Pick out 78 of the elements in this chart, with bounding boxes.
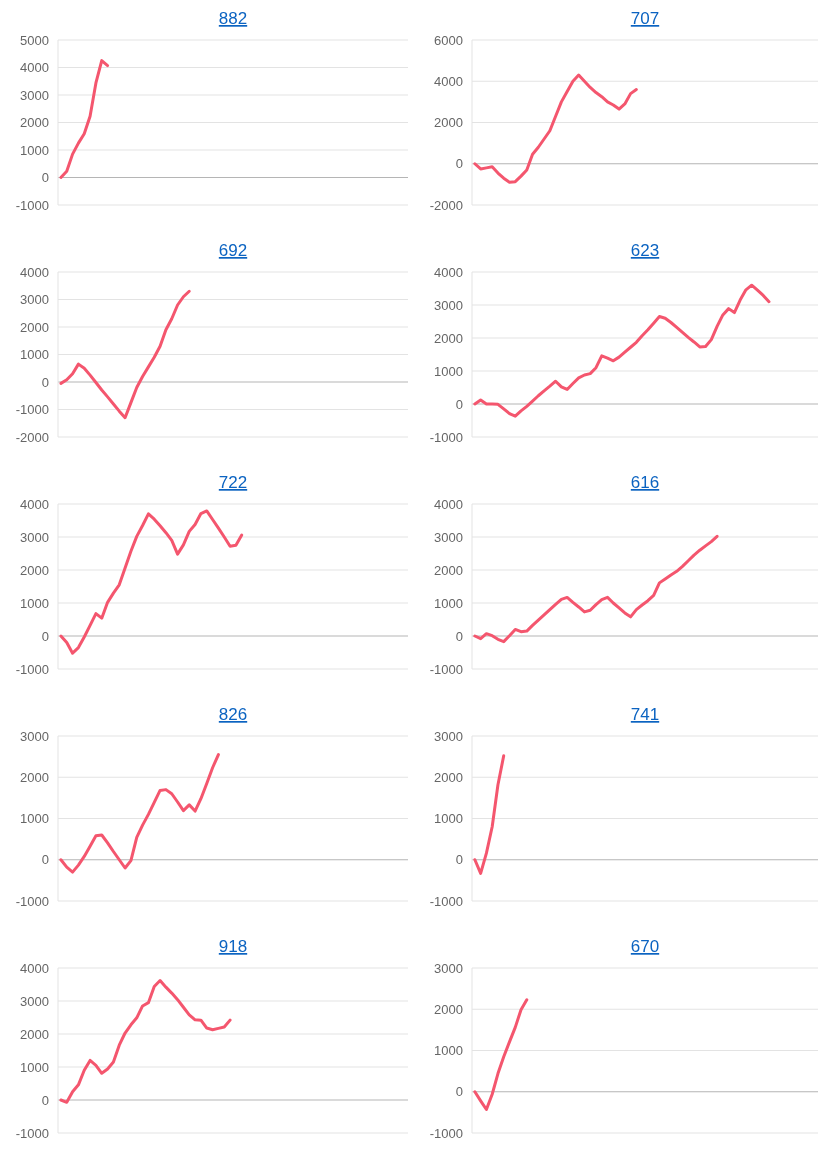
y-tick-label: 4000	[20, 264, 49, 280]
y-tick-label: 1000	[434, 595, 463, 611]
line-series	[473, 754, 506, 875]
y-tick-label: 2000	[20, 1026, 49, 1042]
chart-title: 882	[218, 9, 248, 28]
y-tick-label: -1000	[429, 1125, 463, 1141]
y-tick-label: 0	[455, 396, 463, 412]
line-series	[59, 979, 232, 1104]
y-tick-label: -1000	[15, 893, 49, 909]
y-tick-label: 1000	[434, 1043, 463, 1059]
line-series	[473, 534, 719, 644]
chart-title: 918	[218, 937, 248, 956]
y-tick-label: 4000	[20, 960, 49, 976]
y-tick-label: 1000	[434, 811, 463, 827]
y-tick-label: -1000	[15, 661, 49, 677]
y-tick-label: 2000	[20, 115, 49, 131]
y-tick-label: 1000	[434, 363, 463, 379]
y-tick-label: -2000	[15, 429, 49, 445]
y-tick-label: 3000	[20, 993, 49, 1009]
y-tick-label: 0	[41, 628, 49, 644]
y-tick-label: 3000	[434, 529, 463, 545]
y-tick-label: 3000	[20, 529, 49, 545]
y-tick-label: -1000	[429, 661, 463, 677]
y-tick-label: -1000	[15, 1125, 49, 1141]
y-tick-label: 0	[41, 1092, 49, 1108]
chart-title: 722	[218, 473, 248, 492]
y-tick-label: 2000	[434, 562, 463, 578]
y-tick-label: 1000	[20, 142, 49, 158]
y-tick-label: 1000	[20, 811, 49, 827]
y-tick-label: 0	[41, 852, 49, 868]
y-tick-label: 0	[455, 628, 463, 644]
y-tick-label: 5000	[20, 32, 49, 48]
y-tick-label: 1000	[20, 595, 49, 611]
chart-title: 707	[630, 9, 660, 28]
y-tick-label: 4000	[434, 496, 463, 512]
y-tick-label: 3000	[434, 297, 463, 313]
y-tick-label: 2000	[20, 319, 49, 335]
chart-title: 692	[218, 241, 248, 260]
chart-title: 670	[630, 937, 660, 956]
y-tick-label: 4000	[434, 264, 463, 280]
y-tick-label: 6000	[434, 32, 463, 48]
y-tick-label: 2000	[20, 562, 49, 578]
y-tick-label: 0	[455, 852, 463, 868]
line-series	[473, 73, 638, 184]
line-series	[473, 283, 771, 418]
y-tick-label: 4000	[20, 496, 49, 512]
line-series	[473, 998, 529, 1111]
y-tick-label: 4000	[20, 60, 49, 76]
y-tick-label: 0	[455, 1084, 463, 1100]
y-tick-label: -1000	[15, 197, 49, 213]
y-tick-label: 4000	[434, 73, 463, 89]
y-tick-label: 3000	[20, 728, 49, 744]
line-series	[59, 753, 220, 874]
y-tick-label: 1000	[20, 347, 49, 363]
y-tick-label: 2000	[434, 330, 463, 346]
y-tick-label: 3000	[434, 728, 463, 744]
chart-title: 741	[630, 705, 660, 724]
y-tick-label: 0	[41, 374, 49, 390]
chart-title: 826	[218, 705, 248, 724]
y-tick-label: 3000	[434, 960, 463, 976]
y-tick-label: 0	[41, 170, 49, 186]
line-series	[59, 509, 244, 655]
y-tick-label: 3000	[20, 87, 49, 103]
y-tick-label: 1000	[20, 1059, 49, 1075]
chart-title: 616	[630, 473, 660, 492]
y-tick-label: 3000	[20, 292, 49, 308]
y-tick-label: -1000	[15, 402, 49, 418]
y-tick-label: -1000	[429, 429, 463, 445]
y-tick-label: 2000	[434, 1001, 463, 1017]
y-tick-label: 2000	[20, 769, 49, 785]
line-series	[59, 59, 110, 179]
y-tick-label: 2000	[434, 769, 463, 785]
y-tick-label: 2000	[434, 115, 463, 131]
y-tick-label: -2000	[429, 197, 463, 213]
y-tick-label: -1000	[429, 893, 463, 909]
line-series	[59, 289, 191, 420]
chart-title: 623	[630, 241, 660, 260]
y-tick-label: 0	[455, 156, 463, 172]
